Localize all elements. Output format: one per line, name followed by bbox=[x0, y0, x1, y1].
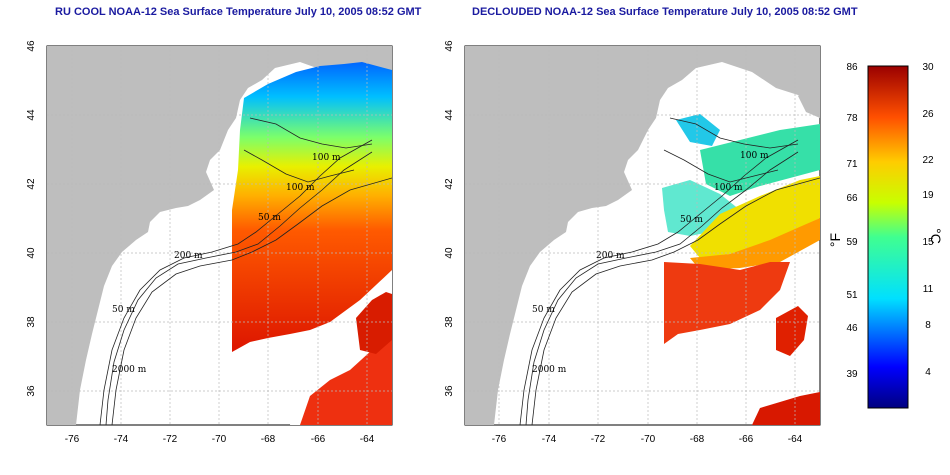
celsius-tick: 30 bbox=[922, 62, 934, 73]
left-lon-tick: -64 bbox=[360, 434, 375, 445]
right-lon-tick: -66 bbox=[739, 434, 754, 445]
left-southeast-warm-patch bbox=[300, 330, 392, 425]
celsius-tick: 22 bbox=[922, 155, 934, 166]
right-map-title: DECLOUDED NOAA-12 Sea Surface Temperatur… bbox=[472, 6, 858, 18]
right-lat-tick: 42 bbox=[444, 178, 455, 190]
left-lon-tick: -68 bbox=[261, 434, 276, 445]
left-lat-tick: 42 bbox=[26, 178, 37, 190]
right-sst-red-fragment bbox=[776, 306, 808, 356]
right-lon-tick: -64 bbox=[788, 434, 803, 445]
left-lat-tick: 46 bbox=[26, 40, 37, 52]
right-lat-ticks: 46 44 42 40 38 36 bbox=[444, 40, 455, 397]
fahrenheit-tick: 59 bbox=[846, 237, 858, 248]
celsius-tick: 19 bbox=[922, 190, 934, 201]
right-sst-slope-yellow bbox=[690, 176, 820, 258]
fahrenheit-tick: 66 bbox=[846, 193, 858, 204]
fahrenheit-tick: 39 bbox=[846, 369, 858, 380]
colorbar-fahrenheit-ticks: 86 78 71 66 59 51 46 39 bbox=[846, 62, 858, 380]
left-east-warm-strip bbox=[356, 292, 392, 354]
left-contour-label-2000m: 2000 m bbox=[112, 365, 147, 375]
left-bathymetry-contours bbox=[99, 117, 392, 425]
right-sst-orange-band bbox=[690, 218, 820, 270]
right-lon-tick: -68 bbox=[690, 434, 705, 445]
fahrenheit-tick: 51 bbox=[846, 290, 858, 301]
right-contour-label-200m: 200 m bbox=[596, 251, 625, 261]
right-land-mass bbox=[465, 46, 820, 425]
right-lat-tick: 44 bbox=[444, 109, 455, 121]
left-lat-tick: 40 bbox=[26, 247, 37, 259]
left-land-mass bbox=[47, 46, 392, 425]
left-lat-tick: 44 bbox=[26, 109, 37, 121]
left-lon-tick: -72 bbox=[163, 434, 178, 445]
left-lat-ticks: 46 44 42 40 38 36 bbox=[26, 40, 37, 397]
right-lat-tick: 36 bbox=[444, 385, 455, 397]
left-lat-tick: 36 bbox=[26, 385, 37, 397]
celsius-tick: 4 bbox=[925, 367, 931, 378]
left-contour-label-50m: 50 m bbox=[258, 213, 281, 223]
right-nova-scotia bbox=[798, 86, 820, 118]
right-lat-tick: 46 bbox=[444, 40, 455, 52]
right-lat-tick: 40 bbox=[444, 247, 455, 259]
left-contour-label-100m-south: 100 m bbox=[286, 183, 315, 193]
right-sst-gulf-of-maine bbox=[700, 124, 820, 196]
right-lon-tick: -74 bbox=[542, 434, 557, 445]
right-map-panel: 100 m 100 m 50 m 200 m 50 m 2000 m -76 -… bbox=[444, 40, 821, 445]
celsius-tick: 8 bbox=[925, 320, 931, 331]
left-lon-tick: -76 bbox=[65, 434, 80, 445]
left-lon-ticks: -76 -74 -72 -70 -68 -66 -64 bbox=[65, 434, 375, 445]
left-lon-tick: -70 bbox=[212, 434, 227, 445]
celsius-tick: 26 bbox=[922, 109, 934, 120]
left-lat-tick: 38 bbox=[26, 316, 37, 328]
left-map-panel: 100 m 100 m 50 m 200 m 50 m 2000 m -76 -… bbox=[26, 40, 393, 445]
fahrenheit-tick: 86 bbox=[846, 62, 858, 73]
right-contour-label-2000m: 2000 m bbox=[532, 365, 567, 375]
right-grid bbox=[465, 46, 820, 425]
right-contour-label-100m-north: 100 m bbox=[740, 151, 769, 161]
left-lon-tick: -74 bbox=[114, 434, 129, 445]
fahrenheit-tick: 71 bbox=[846, 159, 858, 170]
right-lon-tick: -76 bbox=[492, 434, 507, 445]
celsius-tick: 11 bbox=[923, 284, 934, 295]
right-sst-warm-red bbox=[664, 262, 790, 344]
left-lon-tick: -66 bbox=[311, 434, 326, 445]
right-lon-ticks: -76 -74 -72 -70 -68 -66 -64 bbox=[492, 434, 803, 445]
celsius-unit-label: °C bbox=[928, 228, 944, 244]
right-contour-label-50m-south: 50 m bbox=[532, 305, 555, 315]
right-bathymetry-contours bbox=[519, 117, 820, 425]
right-lon-tick: -70 bbox=[641, 434, 656, 445]
left-contour-label-50m-south: 50 m bbox=[112, 305, 135, 315]
right-contour-label-50m: 50 m bbox=[680, 215, 703, 225]
fahrenheit-unit-label: °F bbox=[827, 233, 843, 247]
right-lat-tick: 38 bbox=[444, 316, 455, 328]
left-sst-swath bbox=[232, 62, 392, 352]
celsius-tick: 15 bbox=[922, 237, 934, 248]
fahrenheit-tick: 46 bbox=[846, 323, 858, 334]
right-contour-label-100m-south: 100 m bbox=[714, 183, 743, 193]
temperature-colorbar: 86 78 71 66 59 51 46 39 30 26 22 19 15 1… bbox=[827, 62, 944, 409]
right-lon-tick: -72 bbox=[591, 434, 606, 445]
left-contour-label-200m: 200 m bbox=[174, 251, 203, 261]
colorbar-gradient bbox=[867, 65, 909, 409]
fahrenheit-tick: 78 bbox=[846, 113, 858, 124]
left-contour-label-100m-north: 100 m bbox=[312, 153, 341, 163]
right-sst-southeast-red bbox=[752, 392, 820, 425]
left-map-title: RU COOL NOAA-12 Sea Surface Temperature … bbox=[55, 6, 422, 18]
colorbar-celsius-ticks: 30 26 22 19 15 11 8 4 bbox=[922, 62, 934, 378]
